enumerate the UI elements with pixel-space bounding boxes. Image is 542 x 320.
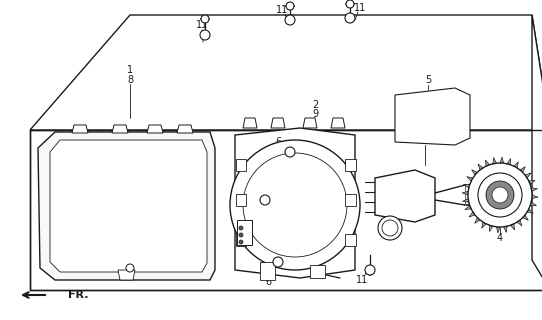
- Circle shape: [273, 257, 283, 267]
- Text: 11: 11: [276, 5, 288, 15]
- Text: 2: 2: [312, 100, 318, 110]
- Polygon shape: [236, 234, 246, 246]
- Circle shape: [378, 216, 402, 240]
- Polygon shape: [310, 265, 325, 278]
- Polygon shape: [475, 218, 480, 223]
- Polygon shape: [177, 125, 193, 133]
- Polygon shape: [236, 194, 246, 206]
- Text: 1: 1: [127, 65, 133, 75]
- Polygon shape: [517, 220, 522, 226]
- Polygon shape: [500, 157, 504, 163]
- Polygon shape: [375, 170, 435, 222]
- Polygon shape: [529, 180, 535, 184]
- Polygon shape: [30, 130, 542, 290]
- Polygon shape: [237, 220, 252, 245]
- Polygon shape: [303, 118, 317, 128]
- Polygon shape: [395, 88, 470, 145]
- Polygon shape: [112, 125, 128, 133]
- Circle shape: [201, 15, 209, 23]
- Text: 8: 8: [127, 75, 133, 85]
- Text: 4: 4: [497, 233, 503, 243]
- Text: 6: 6: [265, 277, 271, 287]
- Polygon shape: [478, 164, 483, 170]
- Text: 3: 3: [149, 157, 155, 167]
- Polygon shape: [532, 195, 538, 199]
- Polygon shape: [38, 132, 215, 280]
- Polygon shape: [462, 191, 468, 195]
- Polygon shape: [525, 173, 531, 178]
- Text: 6: 6: [275, 137, 281, 147]
- Polygon shape: [507, 158, 511, 165]
- Circle shape: [239, 233, 243, 237]
- Circle shape: [382, 220, 398, 236]
- Polygon shape: [532, 15, 542, 290]
- Polygon shape: [472, 170, 478, 175]
- Circle shape: [365, 265, 375, 275]
- Polygon shape: [522, 215, 528, 220]
- Polygon shape: [235, 128, 355, 278]
- Circle shape: [366, 267, 374, 275]
- Text: 5: 5: [425, 75, 431, 85]
- Polygon shape: [530, 202, 537, 205]
- Circle shape: [260, 195, 270, 205]
- Circle shape: [286, 2, 294, 10]
- Polygon shape: [118, 270, 135, 280]
- Polygon shape: [462, 199, 469, 202]
- Circle shape: [285, 147, 295, 157]
- Text: 10: 10: [146, 166, 158, 176]
- Polygon shape: [345, 159, 356, 171]
- Polygon shape: [482, 222, 486, 228]
- Circle shape: [345, 13, 355, 23]
- Polygon shape: [504, 226, 507, 232]
- Polygon shape: [147, 125, 163, 133]
- Circle shape: [126, 264, 134, 272]
- Polygon shape: [467, 177, 473, 181]
- Text: 7: 7: [249, 210, 255, 220]
- Polygon shape: [30, 15, 542, 130]
- Polygon shape: [463, 184, 470, 188]
- Polygon shape: [486, 160, 489, 166]
- Circle shape: [239, 240, 243, 244]
- Polygon shape: [493, 157, 496, 164]
- Polygon shape: [520, 167, 525, 172]
- Circle shape: [285, 15, 295, 25]
- Polygon shape: [243, 118, 257, 128]
- Text: 11: 11: [356, 275, 368, 285]
- Polygon shape: [260, 262, 275, 280]
- Circle shape: [486, 181, 514, 209]
- Polygon shape: [489, 225, 493, 231]
- Text: 11: 11: [354, 3, 366, 13]
- Circle shape: [200, 30, 210, 40]
- Circle shape: [492, 187, 508, 203]
- Polygon shape: [72, 125, 88, 133]
- Circle shape: [346, 0, 354, 8]
- Polygon shape: [531, 188, 538, 191]
- Polygon shape: [511, 224, 514, 230]
- Circle shape: [468, 163, 532, 227]
- Circle shape: [239, 226, 243, 230]
- Text: 9: 9: [312, 109, 318, 119]
- Polygon shape: [345, 194, 356, 206]
- Text: 11: 11: [196, 20, 208, 30]
- Polygon shape: [271, 118, 285, 128]
- Polygon shape: [345, 234, 356, 246]
- Polygon shape: [514, 162, 518, 168]
- Circle shape: [230, 140, 360, 270]
- Polygon shape: [465, 205, 471, 210]
- Text: FR.: FR.: [68, 290, 88, 300]
- Polygon shape: [236, 159, 246, 171]
- Polygon shape: [496, 227, 500, 233]
- Polygon shape: [331, 118, 345, 128]
- Polygon shape: [469, 212, 475, 217]
- Polygon shape: [527, 209, 533, 213]
- Polygon shape: [50, 140, 207, 272]
